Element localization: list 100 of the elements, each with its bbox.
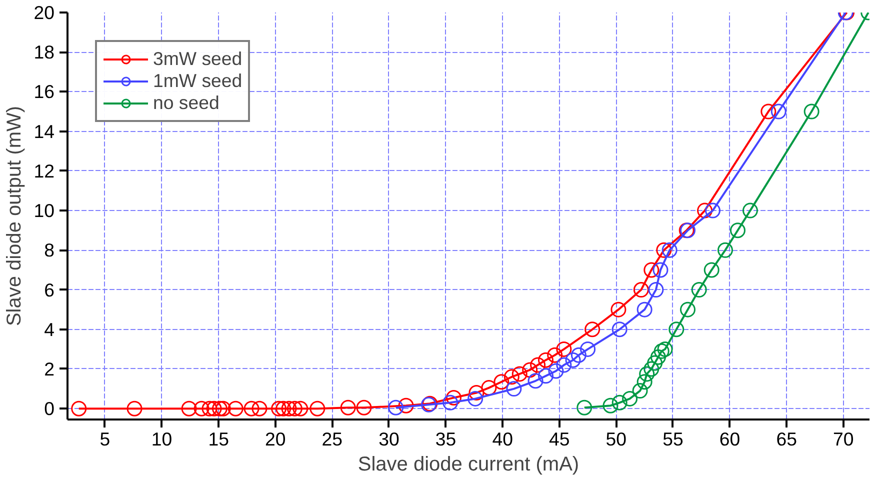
y-tick-label: 0 — [44, 398, 55, 420]
point — [770, 104, 786, 120]
point — [398, 398, 414, 414]
point — [504, 369, 520, 385]
x-tick-label: 50 — [606, 428, 627, 450]
point — [622, 390, 638, 406]
point — [636, 374, 652, 390]
x-tick-label: 60 — [719, 428, 740, 450]
y-tick-label: 4 — [44, 318, 55, 340]
point — [181, 400, 197, 416]
x-tick-label: 35 — [435, 428, 456, 450]
y-axis-title: Slave diode output (mW) — [4, 106, 26, 326]
x-tick-label: 15 — [208, 428, 229, 450]
x-tick-label: 40 — [492, 428, 513, 450]
point — [547, 347, 563, 363]
point — [662, 242, 678, 258]
point — [202, 400, 218, 416]
legend-label: 1mW seed — [153, 70, 242, 92]
point — [639, 366, 655, 382]
legend-label: no seed — [153, 92, 220, 114]
point — [388, 400, 404, 416]
point — [556, 357, 572, 373]
point — [310, 400, 326, 416]
point — [633, 282, 649, 298]
point — [584, 322, 600, 338]
point — [602, 398, 618, 414]
point — [71, 400, 87, 416]
point — [730, 222, 746, 238]
point — [271, 400, 287, 416]
x-tick-label: 10 — [151, 428, 172, 450]
y-tick-label: 10 — [34, 200, 55, 222]
point — [481, 380, 497, 396]
point — [644, 361, 660, 377]
point — [506, 381, 522, 397]
point — [512, 366, 528, 382]
x-axis-title: Slave diode current (mA) — [358, 454, 580, 476]
point — [468, 390, 484, 406]
point — [742, 202, 758, 218]
point — [494, 374, 510, 390]
x-tick-label: 5 — [100, 428, 110, 450]
point — [657, 341, 673, 357]
point — [717, 242, 733, 258]
point — [668, 322, 684, 338]
point — [215, 400, 231, 416]
point — [612, 394, 628, 410]
point — [648, 282, 664, 298]
point — [576, 400, 592, 416]
x-tick-label: 20 — [265, 428, 286, 450]
point — [704, 202, 720, 218]
point — [356, 400, 372, 416]
y-tick-label: 14 — [34, 120, 55, 142]
point — [252, 400, 268, 416]
point — [194, 400, 210, 416]
point — [286, 400, 302, 416]
point — [212, 400, 228, 416]
point — [228, 400, 244, 416]
point — [654, 343, 670, 359]
y-tick-label: 2 — [44, 358, 55, 380]
point — [548, 363, 564, 379]
point — [556, 341, 572, 357]
point — [804, 104, 820, 120]
point — [446, 390, 462, 406]
point — [760, 104, 776, 120]
point — [292, 400, 308, 416]
point — [650, 349, 666, 365]
y-tick-label: 8 — [44, 240, 55, 261]
point — [612, 322, 628, 338]
x-tick-label: 70 — [832, 428, 854, 450]
point — [126, 400, 142, 416]
point — [632, 383, 648, 399]
point — [656, 242, 672, 258]
point — [442, 394, 458, 410]
point — [276, 400, 292, 416]
x-tick-label: 65 — [776, 428, 797, 450]
point — [468, 385, 484, 400]
point — [530, 357, 546, 373]
point — [570, 347, 586, 363]
x-tick-label: 45 — [549, 428, 570, 450]
point — [704, 262, 720, 278]
point — [644, 262, 660, 278]
point — [340, 400, 356, 416]
point — [522, 362, 538, 378]
point — [281, 400, 297, 416]
x-tick-label: 30 — [378, 428, 400, 450]
x-tick-label: 55 — [662, 428, 684, 450]
point — [244, 400, 260, 416]
point — [636, 302, 652, 318]
legend-label: 3mW seed — [153, 48, 242, 70]
point — [697, 202, 713, 218]
y-tick-label: 6 — [44, 279, 55, 300]
point — [206, 400, 222, 416]
x-tick-label: 25 — [322, 428, 343, 450]
point — [565, 352, 581, 368]
point — [680, 302, 696, 318]
point — [647, 355, 663, 371]
point — [652, 262, 668, 278]
point — [528, 373, 544, 389]
point — [610, 302, 626, 318]
point — [538, 352, 554, 368]
y-tick-label: 12 — [34, 160, 55, 182]
